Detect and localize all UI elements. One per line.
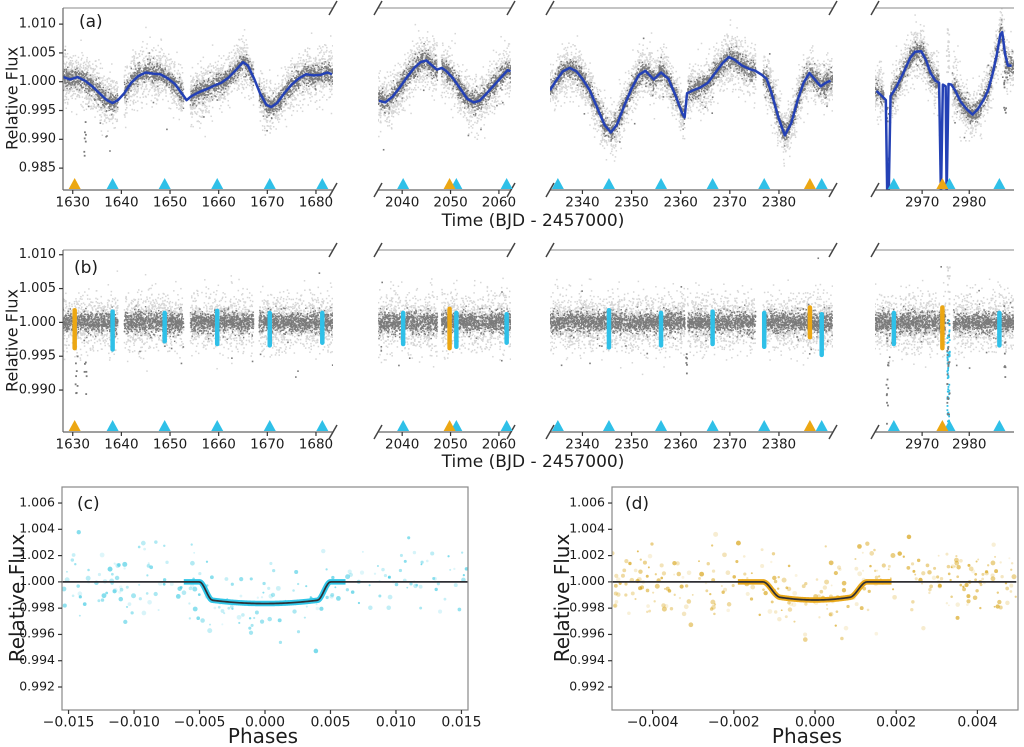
row-b-time-axis-label: Time (BJD - 2457000) xyxy=(441,452,625,472)
panel-d-label: (d) xyxy=(625,494,650,514)
panel-b-label: (b) xyxy=(74,258,99,278)
panel-d-phases-label: Phases xyxy=(771,724,843,747)
panel-c-label: (c) xyxy=(77,494,100,514)
panel-b-ylabel: Relative Flux xyxy=(2,289,22,392)
panel-a-ylabel: Relative Flux xyxy=(2,47,22,150)
panel-d-ylabel: Relative Flux xyxy=(550,533,574,663)
panel-a-label: (a) xyxy=(79,12,103,32)
panel-c-phases-label: Phases xyxy=(227,724,299,747)
row-a-time-axis-label: Time (BJD - 2457000) xyxy=(441,211,625,231)
panel-c-ylabel: Relative Flux xyxy=(5,533,29,663)
